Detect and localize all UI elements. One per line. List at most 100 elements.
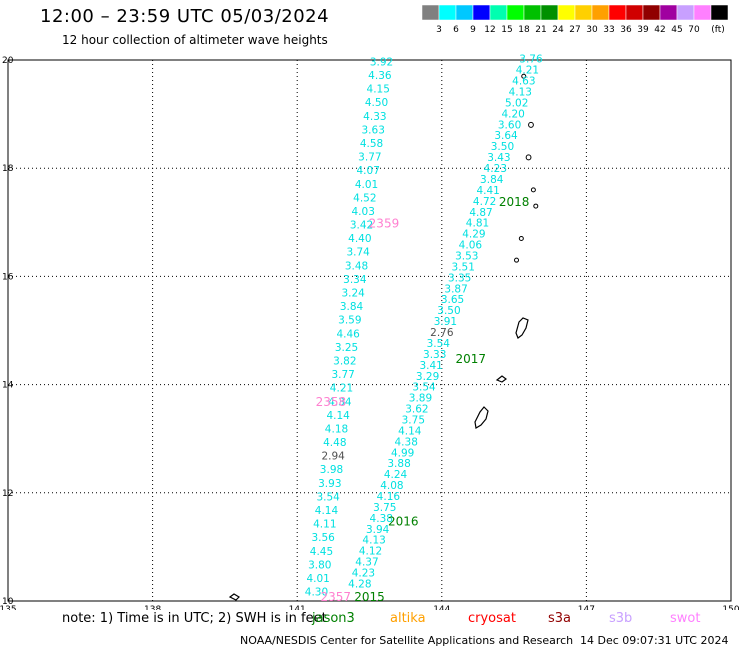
- island-outline: [528, 121, 534, 128]
- track-west-value: 3.84: [340, 301, 364, 313]
- track-east-value: 4.13: [362, 535, 385, 547]
- track-west-value: 3.74: [346, 247, 370, 259]
- track-west-value: 4.01: [306, 573, 329, 585]
- track-west-value: 3.59: [338, 315, 361, 327]
- colorbar-tick-label: 15: [501, 25, 512, 35]
- lon-tick-label: 144: [433, 605, 450, 610]
- time-label-west: 2357: [320, 590, 351, 604]
- track-west-value: 4.40: [348, 233, 371, 245]
- track-east-value: 3.94: [366, 524, 390, 536]
- track-west-value: 4.45: [310, 546, 333, 558]
- track-east-value: 4.24: [384, 469, 408, 481]
- track-west-value: 4.33: [363, 111, 386, 123]
- island-outline: [228, 593, 240, 601]
- island-outline: [495, 375, 507, 383]
- lon-tick-label: 141: [289, 605, 306, 610]
- satellite-label-s3b: s3b: [609, 611, 633, 626]
- track-east-value: 4.99: [391, 447, 414, 459]
- track-east-value: 3.87: [444, 283, 467, 295]
- island-outline: [530, 187, 536, 193]
- track-east-value: 4.21: [516, 65, 539, 77]
- lat-tick-label: 14: [2, 381, 14, 391]
- track-east-value: 4.06: [459, 240, 483, 252]
- page-title: 12:00 – 23:59 UTC 05/03/2024: [40, 6, 330, 27]
- track-east-value: 3.76: [519, 54, 543, 66]
- colorbar-tick-label: 6: [453, 25, 459, 35]
- time-label-east: 2016: [388, 514, 419, 528]
- track-west-value: 3.92: [370, 56, 393, 68]
- time-label-west: 2359: [369, 217, 400, 231]
- colorbar-legend: 3 6 9 12 15 18 21 24 27 30 33 36 39 42 45 70 (ft): [422, 5, 729, 35]
- track-east-value: 4.38: [370, 513, 393, 525]
- track-west-value: 3.24: [341, 288, 365, 300]
- map-frame: [7, 59, 732, 602]
- footer-note: note: 1) Time is in UTC; 2) SWH is in fe…: [62, 611, 327, 626]
- track-west-value: 3.48: [345, 260, 368, 272]
- track-east-value: 4.14: [398, 425, 422, 437]
- lat-tick-label: 12: [2, 489, 13, 499]
- colorbar-bin: [710, 5, 729, 21]
- track-west-value: 3.25: [335, 342, 358, 354]
- track-east-value: 4.23: [484, 163, 507, 175]
- track-west-value: 3.63: [362, 124, 385, 136]
- track-west-value: 4.48: [323, 437, 346, 449]
- track-west-value: 3.98: [320, 464, 343, 476]
- track-west-value: 4.14: [326, 410, 350, 422]
- time-label-east: 2015: [354, 590, 385, 604]
- credit-text: NOAA/NESDIS Center for Satellite Applica…: [240, 634, 574, 647]
- track-west-value: 4.03: [352, 206, 375, 218]
- track-east-value: 4.63: [512, 76, 535, 88]
- colorbar-tick-label: 3: [436, 25, 442, 35]
- track-east-value: 3.75: [373, 502, 396, 514]
- track-west-value: 3.93: [318, 478, 341, 490]
- track-west-value: 3.77: [331, 369, 354, 381]
- satellite-label-cryosat: cryosat: [468, 611, 516, 626]
- island-outline: [515, 317, 529, 339]
- lon-tick-label: 150: [722, 605, 739, 610]
- colorbar-tick-label: 24: [552, 25, 564, 35]
- track-west-value: 4.01: [355, 179, 378, 191]
- track-east-value: 3.84: [480, 174, 504, 186]
- track-west-value: 3.42: [350, 220, 373, 232]
- track-east-value: 4.23: [352, 568, 375, 580]
- track-west-value: 4.14: [315, 505, 339, 517]
- track-west-value: 4.36: [368, 70, 392, 82]
- island-outline: [525, 154, 532, 161]
- track-east-value: 3.35: [448, 272, 471, 284]
- track-east-value: 3.54: [427, 338, 451, 350]
- track-east-value: 3.33: [423, 349, 446, 361]
- wave-height-map: 135 138 141 144 147 1502018161412103.924.364.…: [0, 54, 740, 610]
- track-east-value: 4.37: [355, 557, 378, 569]
- lat-tick-label: 10: [2, 597, 14, 607]
- satellite-label-s3a: s3a: [548, 611, 572, 626]
- track-east-value: 4.12: [359, 546, 382, 558]
- colorbar-tick-label: 12: [484, 25, 495, 35]
- lon-tick-label: 138: [144, 605, 161, 610]
- colorbar-tick-label: 70: [688, 25, 700, 35]
- track-west-value: 4.58: [360, 138, 383, 150]
- colorbar-tick-label: 42: [654, 25, 665, 35]
- lat-tick-label: 16: [2, 272, 14, 282]
- track-east-value: 3.43: [487, 152, 510, 164]
- time-label-west: 2358: [316, 395, 347, 409]
- track-east-value: 3.89: [409, 393, 432, 405]
- time-label-east: 2018: [499, 195, 530, 209]
- track-west-value: 4.15: [367, 84, 390, 96]
- track-east-value: 3.51: [452, 261, 475, 273]
- track-west-value: 4.18: [325, 423, 348, 435]
- colorbar-tick-label: 18: [518, 25, 530, 35]
- track-east-value: 3.64: [494, 130, 518, 142]
- track-east-value: 3.62: [405, 404, 428, 416]
- track-east-value: 4.38: [395, 436, 418, 448]
- colorbar-tick-label: 27: [569, 25, 580, 35]
- track-east-value: 3.65: [441, 294, 464, 306]
- track-west-value: 4.30: [305, 587, 328, 599]
- track-east-value: 3.60: [498, 119, 521, 131]
- track-east-value: 4.20: [501, 108, 524, 120]
- colorbar-tick-label: 33: [603, 25, 614, 35]
- colorbar-tick-label: 39: [637, 25, 649, 35]
- island-outline: [521, 73, 527, 79]
- lat-tick-label: 18: [2, 164, 14, 174]
- island-outline: [518, 236, 524, 242]
- island-outline: [474, 406, 489, 429]
